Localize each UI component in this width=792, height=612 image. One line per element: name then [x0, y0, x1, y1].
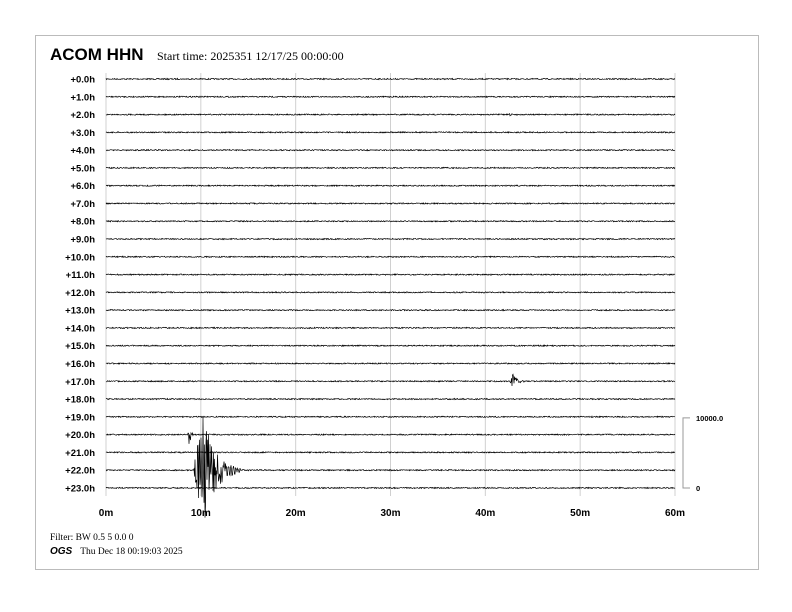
row-label: +15.0h — [65, 341, 95, 352]
row-label: +10.0h — [65, 252, 95, 263]
generated-timestamp: Thu Dec 18 00:19:03 2025 — [80, 547, 183, 557]
row-label: +6.0h — [70, 181, 95, 192]
scale-bar — [682, 417, 690, 489]
station-title: ACOM HHN — [50, 45, 144, 64]
seismic-trace — [105, 202, 676, 205]
seismic-trace — [105, 362, 676, 365]
x-tick-label: 50m — [570, 508, 590, 519]
x-tick-label: 10m — [191, 508, 211, 519]
row-label: +11.0h — [66, 270, 96, 281]
row-label: +2.0h — [70, 110, 95, 121]
seismic-trace — [105, 415, 676, 419]
seismic-trace — [105, 273, 676, 277]
plot-frame — [35, 35, 759, 570]
row-label: +8.0h — [70, 217, 95, 228]
seismic-trace — [105, 130, 676, 134]
row-label: +19.0h — [65, 412, 95, 423]
x-tick-label: 30m — [380, 508, 400, 519]
row-label: +23.0h — [65, 483, 95, 494]
row-label: +20.0h — [65, 430, 95, 441]
seismic-trace — [105, 417, 676, 518]
row-label: +9.0h — [70, 235, 95, 246]
x-tick-label: 0m — [99, 508, 114, 519]
start-time: Start time: 2025351 12/17/25 00:00:00 — [157, 49, 344, 63]
seismic-trace — [105, 431, 676, 444]
row-label: +18.0h — [65, 395, 95, 406]
seismic-trace — [105, 77, 676, 81]
seismic-trace — [105, 255, 676, 259]
seismic-trace — [105, 326, 676, 330]
seismic-trace — [105, 166, 676, 170]
seismic-trace — [105, 397, 676, 401]
seismic-trace — [105, 486, 676, 490]
row-label: +3.0h — [70, 128, 95, 139]
row-label: +7.0h — [70, 199, 95, 210]
x-tick-label: 60m — [665, 508, 685, 519]
row-label: +16.0h — [65, 359, 95, 370]
filter-label: Filter: BW 0.5 5 0.0 0 — [50, 533, 134, 543]
seismic-trace — [105, 148, 676, 152]
row-label: +12.0h — [65, 288, 95, 299]
row-label: +5.0h — [70, 163, 95, 174]
row-label: +1.0h — [70, 92, 95, 103]
seismic-trace — [105, 95, 676, 99]
row-label: +13.0h — [65, 306, 95, 317]
scale-top-label: 10000.0 — [696, 414, 723, 423]
seismic-trace — [105, 344, 676, 348]
row-label: +21.0h — [65, 448, 95, 459]
seismic-trace — [105, 219, 675, 223]
seismic-trace — [105, 112, 676, 117]
seismic-trace — [106, 184, 676, 188]
row-label: +4.0h — [70, 146, 95, 157]
row-label: +0.0h — [70, 75, 95, 86]
seismic-trace — [105, 291, 676, 294]
row-label: +22.0h — [65, 466, 95, 477]
org-logo: OGS — [50, 546, 73, 557]
x-tick-label: 40m — [475, 508, 495, 519]
scale-bottom-label: 0 — [696, 484, 700, 493]
seismic-trace — [105, 237, 676, 241]
row-label: +17.0h — [65, 377, 95, 388]
x-tick-label: 20m — [286, 508, 306, 519]
seismic-trace — [105, 308, 676, 312]
row-label: +14.0h — [65, 323, 95, 334]
footer-line: OGS Thu Dec 18 00:19:03 2025 — [50, 546, 183, 557]
seismic-trace — [105, 373, 676, 387]
